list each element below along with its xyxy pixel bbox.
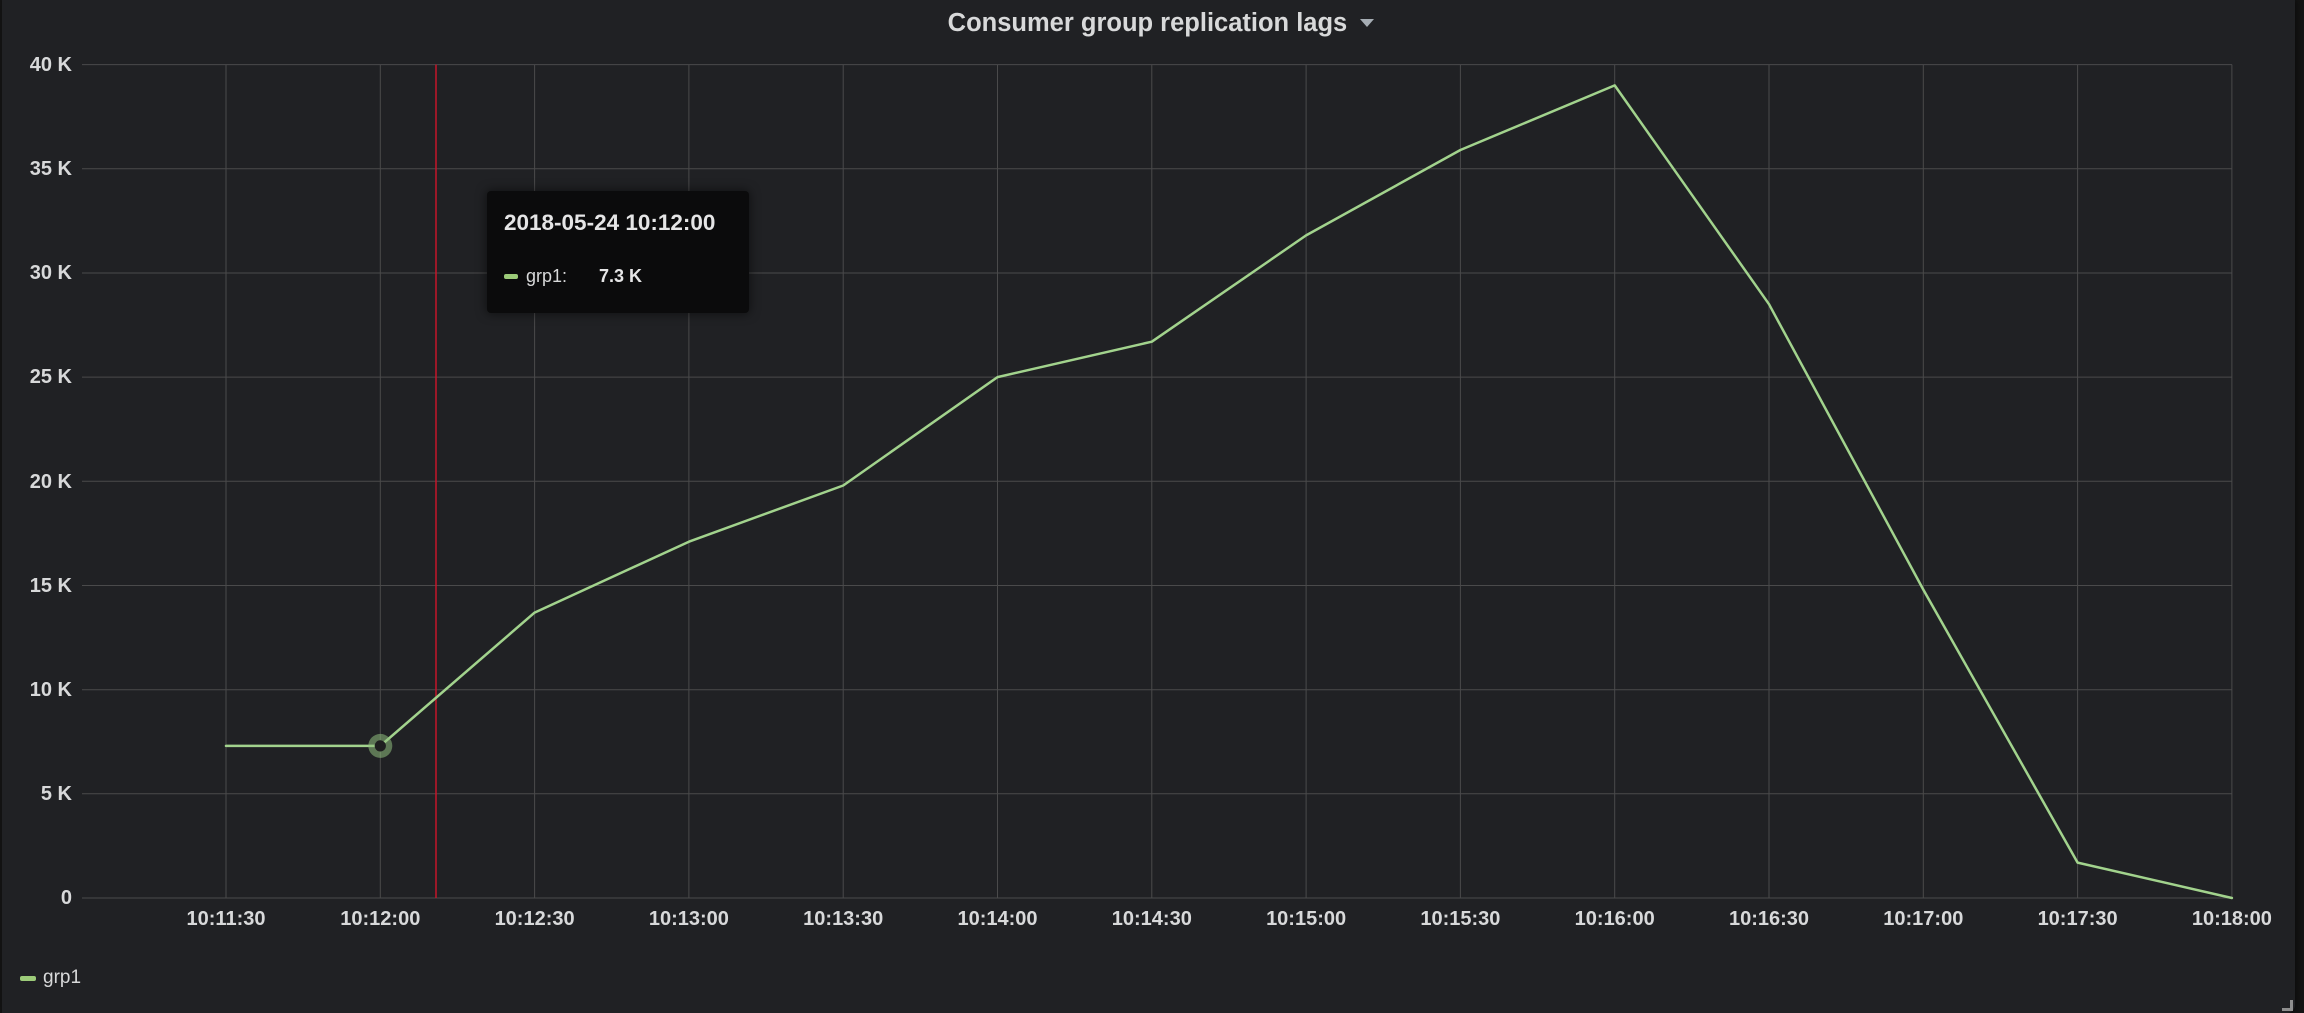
svg-text:10:18:00: 10:18:00 <box>2192 908 2272 930</box>
svg-text:25 K: 25 K <box>30 366 73 388</box>
svg-text:35 K: 35 K <box>30 158 73 180</box>
svg-text:15 K: 15 K <box>30 575 73 597</box>
svg-text:30 K: 30 K <box>30 262 73 284</box>
svg-text:10:11:30: 10:11:30 <box>187 908 266 930</box>
svg-text:10:17:30: 10:17:30 <box>2038 908 2118 930</box>
svg-text:10:17:00: 10:17:00 <box>1883 908 1963 930</box>
svg-text:10:12:00: 10:12:00 <box>340 908 420 930</box>
svg-text:10:13:00: 10:13:00 <box>649 908 729 930</box>
svg-text:0: 0 <box>61 887 72 909</box>
svg-text:10:16:00: 10:16:00 <box>1575 908 1655 930</box>
svg-text:40 K: 40 K <box>30 54 73 76</box>
svg-text:10:15:00: 10:15:00 <box>1266 908 1346 930</box>
svg-text:10:13:30: 10:13:30 <box>803 908 883 930</box>
svg-text:10:12:30: 10:12:30 <box>495 908 575 930</box>
svg-text:10 K: 10 K <box>30 679 73 701</box>
svg-text:10:14:00: 10:14:00 <box>957 908 1037 930</box>
svg-text:5 K: 5 K <box>41 783 73 805</box>
svg-text:20 K: 20 K <box>30 471 73 493</box>
svg-text:10:16:30: 10:16:30 <box>1729 908 1809 930</box>
svg-text:10:14:30: 10:14:30 <box>1112 908 1192 930</box>
svg-text:10:15:30: 10:15:30 <box>1420 908 1500 930</box>
